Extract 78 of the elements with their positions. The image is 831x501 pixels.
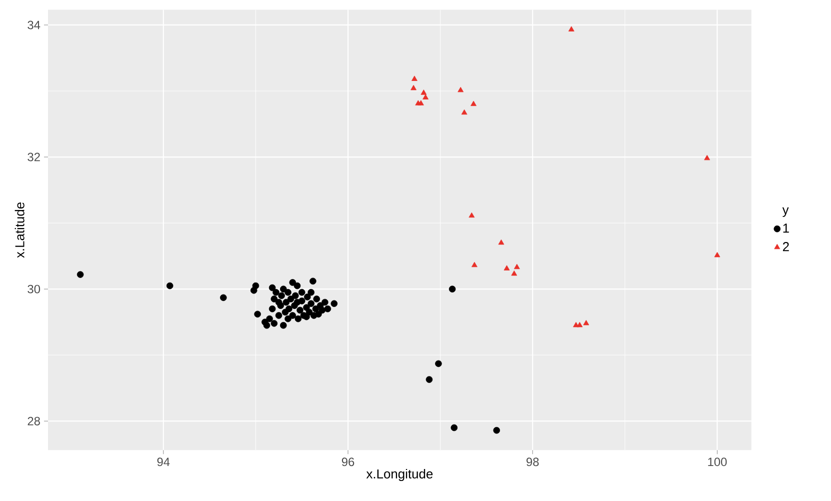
point bbox=[313, 296, 320, 302]
point bbox=[583, 320, 590, 326]
point bbox=[315, 310, 322, 318]
point bbox=[426, 376, 433, 383]
point bbox=[450, 424, 458, 432]
point bbox=[568, 26, 574, 32]
point bbox=[511, 270, 518, 276]
x-tick-label: 94 bbox=[157, 458, 170, 466]
point bbox=[287, 296, 294, 302]
point bbox=[435, 360, 442, 368]
point bbox=[468, 212, 475, 218]
point bbox=[298, 288, 306, 296]
point bbox=[412, 76, 418, 81]
y-tick-label: 30 bbox=[28, 284, 40, 294]
point bbox=[272, 288, 280, 296]
point bbox=[498, 239, 504, 245]
point bbox=[322, 298, 328, 306]
point bbox=[254, 310, 261, 318]
point bbox=[294, 298, 301, 306]
point bbox=[289, 279, 296, 286]
y-tick-label: 34 bbox=[28, 20, 40, 30]
point bbox=[418, 100, 424, 106]
x-tick-label: 96 bbox=[342, 458, 354, 466]
point bbox=[266, 315, 273, 322]
point bbox=[324, 305, 332, 312]
x-tick-label: 98 bbox=[526, 458, 539, 466]
point bbox=[308, 300, 314, 307]
point bbox=[280, 286, 287, 292]
point bbox=[410, 84, 416, 90]
point bbox=[420, 90, 427, 95]
point bbox=[270, 296, 278, 302]
point bbox=[296, 306, 304, 314]
point bbox=[448, 286, 456, 292]
point bbox=[250, 286, 258, 294]
point bbox=[493, 426, 500, 434]
point bbox=[308, 288, 314, 296]
point bbox=[76, 271, 84, 278]
point bbox=[263, 322, 270, 329]
point bbox=[504, 265, 510, 270]
point bbox=[268, 305, 276, 312]
legend-title: y bbox=[782, 207, 789, 217]
point bbox=[304, 294, 311, 300]
point bbox=[310, 278, 316, 285]
point bbox=[422, 94, 428, 100]
y-tick-label: 28 bbox=[28, 416, 40, 426]
point bbox=[514, 264, 520, 270]
point bbox=[289, 312, 296, 319]
point bbox=[461, 109, 468, 115]
point bbox=[576, 322, 583, 328]
y-tick-label: 32 bbox=[28, 152, 40, 162]
point bbox=[303, 313, 310, 320]
point bbox=[292, 292, 299, 300]
legend-label: 2 bbox=[782, 242, 789, 252]
point bbox=[714, 252, 720, 258]
x-axis-title: x.Longitude bbox=[366, 468, 433, 482]
point bbox=[270, 320, 278, 327]
x-tick-label: 100 bbox=[708, 458, 727, 466]
point bbox=[220, 294, 227, 302]
point bbox=[318, 306, 326, 314]
point bbox=[284, 288, 292, 296]
point bbox=[294, 282, 301, 290]
point bbox=[704, 154, 710, 160]
point bbox=[282, 298, 290, 306]
legend-label: 1 bbox=[783, 224, 789, 233]
point bbox=[275, 298, 282, 306]
point bbox=[458, 86, 464, 92]
y-axis-title: x.Latitude bbox=[14, 202, 24, 258]
point bbox=[330, 300, 338, 307]
point bbox=[472, 262, 478, 268]
point bbox=[294, 315, 302, 322]
point bbox=[284, 315, 292, 322]
point bbox=[286, 305, 292, 312]
point bbox=[470, 100, 476, 106]
point bbox=[280, 322, 287, 329]
point bbox=[166, 282, 174, 290]
point bbox=[268, 284, 276, 292]
point bbox=[278, 292, 285, 300]
point bbox=[275, 312, 282, 319]
